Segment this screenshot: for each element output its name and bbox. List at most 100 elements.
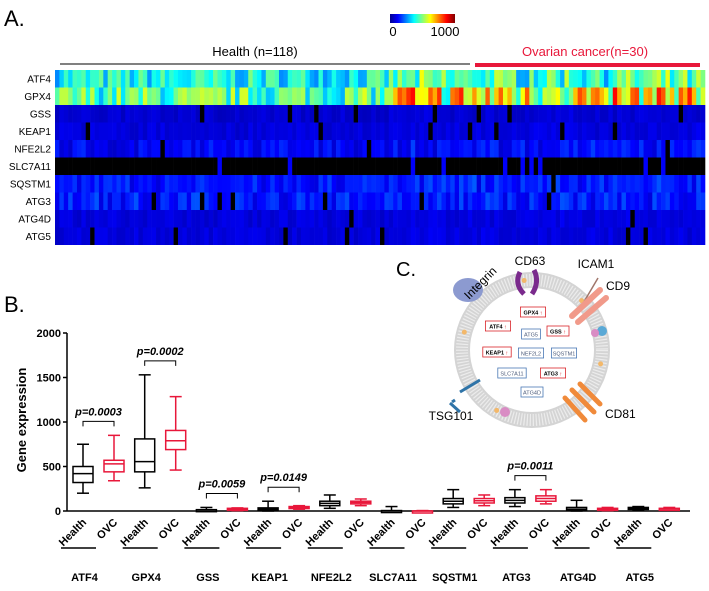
heatmap-cell — [358, 105, 363, 123]
heatmap-cell — [603, 210, 609, 228]
heatmap-cell — [388, 157, 394, 175]
heatmap-cell — [353, 87, 359, 105]
heatmap-cell — [625, 70, 631, 88]
heatmap-cell — [366, 140, 372, 158]
heatmap-cell — [156, 210, 161, 228]
heatmap-cell — [72, 70, 78, 88]
heatmap-cell — [529, 105, 535, 123]
heatmap-cell — [441, 157, 447, 175]
heatmap-cell — [652, 210, 657, 228]
heatmap-cell — [472, 175, 477, 193]
heatmap-cell — [98, 122, 104, 140]
heatmap-cell — [278, 70, 284, 88]
heatmap-cell — [116, 70, 122, 88]
heatmap-cell — [437, 192, 442, 210]
heatmap-cell — [309, 87, 315, 105]
heatmap-cell — [191, 87, 196, 105]
heatmap-cell — [138, 157, 144, 175]
heatmap-cell — [415, 70, 420, 88]
heatmap-cell — [265, 175, 271, 193]
heatmap-cell — [59, 210, 65, 228]
heatmap-cell — [590, 210, 596, 228]
gene-name: GPX4 — [524, 311, 540, 317]
heatmap-cell — [103, 122, 109, 140]
heatmap-cell — [625, 87, 631, 105]
heatmap-cell — [542, 122, 548, 140]
protein-label-tsg101: TSG101 — [429, 409, 474, 423]
heatmap-cell — [358, 157, 363, 175]
heatmap-cell — [230, 210, 236, 228]
heatmap-cell — [608, 70, 614, 88]
heatmap-cell — [441, 105, 447, 123]
heatmap-cell — [454, 87, 460, 105]
heatmap-cell — [568, 122, 574, 140]
heatmap-cell — [463, 227, 469, 245]
heatmap-cell — [103, 192, 109, 210]
heatmap-cell — [437, 175, 442, 193]
gene-box-label: GPX4 ↑ — [524, 311, 543, 317]
heatmap-cell — [656, 70, 662, 88]
heatmap-cell — [485, 157, 491, 175]
heatmap-cell — [520, 192, 526, 210]
heatmap-cell — [112, 105, 117, 123]
heatmap-cell — [59, 122, 65, 140]
heatmap-cell — [564, 210, 570, 228]
heatmap-cell — [199, 210, 205, 228]
heatmap-cell — [450, 105, 455, 123]
heatmap-cell — [582, 140, 587, 158]
heatmap-cell — [380, 70, 385, 88]
heatmap-cell — [384, 227, 390, 245]
x-tick-label-health: Health — [242, 516, 274, 548]
heatmap-cell — [81, 122, 87, 140]
heatmap-cell — [393, 105, 398, 123]
heatmap-cell — [450, 87, 455, 105]
heatmap-cell — [366, 105, 372, 123]
heatmap-cell — [248, 157, 253, 175]
heatmap-cell — [278, 227, 284, 245]
heatmap-cell — [349, 192, 354, 210]
heatmap-cell — [634, 157, 640, 175]
tsg101-icon — [448, 378, 481, 414]
heatmap-cell — [257, 227, 262, 245]
heatmap-cell — [147, 122, 152, 140]
heatmap-cell — [696, 70, 701, 88]
heatmap-cell — [577, 70, 583, 88]
heatmap-cell — [85, 210, 91, 228]
heatmap-cell — [283, 227, 289, 245]
heatmap-cell — [617, 227, 622, 245]
heatmap-cell — [380, 157, 385, 175]
heatmap-cell — [573, 210, 578, 228]
heatmap-cell — [129, 175, 135, 193]
heatmap-cell — [235, 140, 240, 158]
heatmap-cell — [696, 192, 701, 210]
heatmap-cell — [397, 175, 403, 193]
heatmap-cell — [349, 87, 354, 105]
heatmap-cell — [410, 227, 416, 245]
heatmap-cell — [647, 175, 653, 193]
heatmap-cell — [472, 105, 477, 123]
heatmap-cell — [586, 192, 592, 210]
heatmap-cell — [199, 105, 205, 123]
heatmap-cell — [336, 87, 341, 105]
heatmap-cell — [401, 140, 407, 158]
heatmap-cell — [261, 175, 267, 193]
heatmap-cell — [278, 192, 284, 210]
heatmap-row-label-nfe2l2: NFE2L2 — [14, 145, 51, 156]
heatmap-cell — [182, 192, 188, 210]
heatmap-cell — [68, 105, 73, 123]
heatmap-cell — [423, 122, 429, 140]
heatmap-cell — [331, 175, 337, 193]
heatmap-cell — [678, 70, 684, 88]
heatmap-cell — [103, 227, 109, 245]
heatmap-cell — [454, 122, 460, 140]
heatmap-cell — [380, 192, 385, 210]
heatmap-cell — [564, 157, 570, 175]
heatmap-cell — [138, 70, 144, 88]
gene-box-sqstm1: SQSTM1 — [551, 347, 578, 359]
panel-a-label: A. — [4, 6, 25, 31]
heatmap-cell — [138, 122, 144, 140]
heatmap-cell — [603, 122, 609, 140]
heatmap-cell — [520, 175, 526, 193]
heatmap-cell — [195, 87, 201, 105]
heatmap-cell — [463, 140, 469, 158]
